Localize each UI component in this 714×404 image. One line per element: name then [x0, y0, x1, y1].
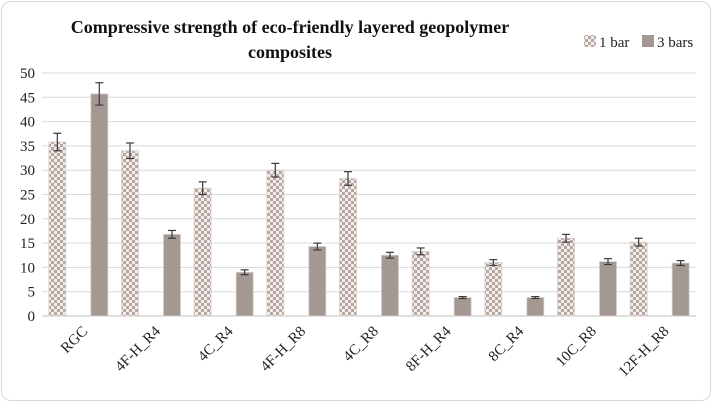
error-bar [95, 82, 104, 106]
x-tick-label: RGC [58, 324, 91, 357]
error-bar [313, 242, 322, 251]
error-bar [271, 162, 280, 178]
bar-3-bars-RGC [90, 93, 109, 317]
x-tick-label: 4C_R8 [340, 324, 381, 365]
legend-label-3-bars: 3 bars [657, 35, 693, 51]
error-bar [344, 171, 352, 186]
bar-3-bars-4C_R8 [381, 254, 399, 317]
x-tick-label: 4F-H_R4 [112, 323, 164, 375]
x-tick-label: 8F-H_R4 [403, 323, 455, 375]
error-bar [562, 233, 570, 243]
error-bar [676, 259, 685, 267]
error-bar [531, 295, 540, 300]
y-tick-label: 15 [20, 236, 35, 252]
bar-1-bar-4F-H_R4 [121, 150, 139, 317]
legend-item-3-bars: 3 bars [642, 35, 693, 51]
error-bars [53, 82, 685, 300]
y-axis-ticks: 0 5 10 15 20 25 30 35 40 45 50 [20, 66, 35, 325]
bar-1-bar-4F-H_R8 [266, 169, 285, 317]
x-tick-label: 10C_R8 [553, 324, 600, 371]
bar-3-bars-8F-H_R4 [453, 297, 472, 317]
bar-1-bar-12F-H_R8 [629, 241, 648, 317]
x-tick-label: 4F-H_R8 [258, 324, 309, 375]
bar-1-bar-4C_R4 [193, 187, 212, 317]
error-bar [168, 229, 176, 239]
x-tick-label: 8C_R4 [486, 323, 528, 365]
legend-swatch-3-bars [642, 35, 654, 47]
y-tick-label: 25 [20, 188, 35, 204]
bar-1-bar-10C_R8 [557, 237, 575, 317]
bar-3-bars-10C_R8 [599, 261, 617, 317]
y-tick-label: 10 [20, 260, 35, 276]
bar-1-bar-RGC [48, 141, 67, 317]
chart-title: Compressive strength of eco-friendly lay… [71, 17, 509, 62]
y-tick-label: 35 [20, 139, 35, 155]
y-tick-label: 45 [20, 90, 35, 106]
error-bar [240, 269, 249, 276]
y-tick-label: 50 [20, 66, 35, 82]
y-tick-label: 5 [28, 285, 36, 301]
y-tick-label: 40 [20, 115, 35, 131]
legend-label-1-bar: 1 bar [599, 35, 629, 51]
y-tick-label: 20 [20, 212, 35, 228]
error-bar [634, 237, 643, 247]
bar-3-bars-4C_R4 [235, 271, 254, 317]
bars [48, 93, 690, 317]
bar-3-bars-12F-H_R8 [671, 262, 690, 317]
x-tick-label: 4C_R4 [195, 323, 237, 365]
y-tick-label: 30 [20, 163, 35, 179]
chart-title-line-2: composites [248, 42, 332, 62]
bar-3-bars-4F-H_R4 [163, 233, 181, 317]
y-tick-label: 0 [28, 309, 36, 325]
error-bar [198, 181, 207, 196]
error-bar [126, 142, 134, 160]
bar-1-bar-8F-H_R4 [411, 250, 430, 317]
error-bar [458, 295, 467, 300]
legend: 1 bar 3 bars [584, 35, 693, 51]
x-tick-label: 12F-H_R8 [616, 324, 673, 381]
error-bar [416, 247, 425, 256]
error-bar [386, 251, 394, 259]
bar-3-bars-8C_R4 [526, 297, 545, 317]
error-bar [53, 132, 62, 152]
legend-swatch-1-bar [584, 35, 596, 47]
legend-item-1-bar: 1 bar [584, 35, 629, 51]
chart-title-line-1: Compressive strength of eco-friendly lay… [71, 17, 509, 37]
error-bar [604, 258, 612, 266]
bar-3-bars-4F-H_R8 [308, 246, 327, 317]
grid-lines [42, 72, 696, 317]
bar-1-bar-4C_R8 [339, 178, 357, 317]
x-axis-ticks: RGC 4F-H_R4 4C_R4 4F-H_R8 4C_R8 8F-H_R4 8C_R4 1… [58, 323, 672, 380]
bar-1-bar-8C_R4 [484, 262, 503, 317]
error-bar [489, 259, 498, 267]
